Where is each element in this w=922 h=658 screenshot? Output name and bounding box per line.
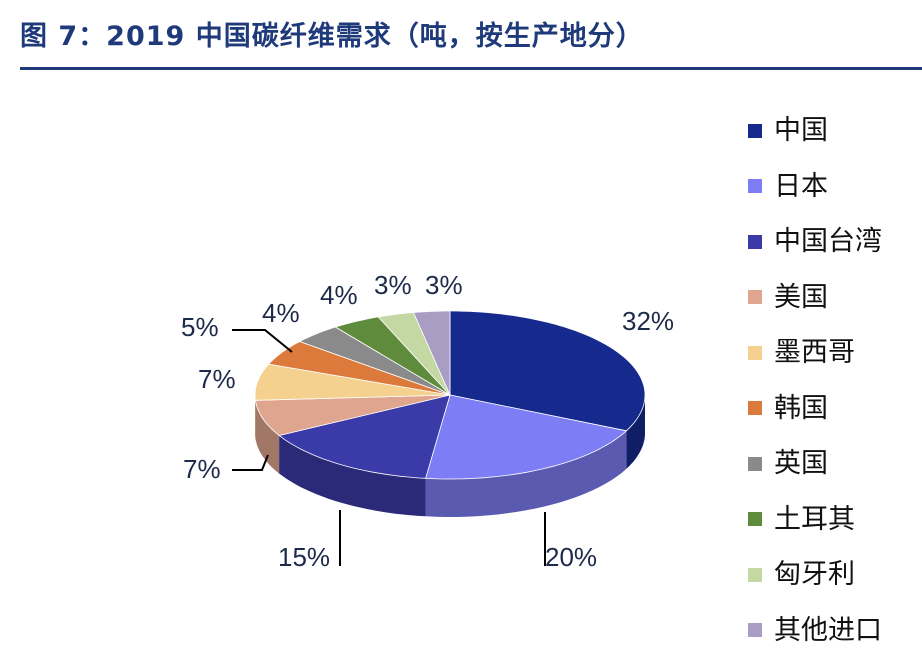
legend-swatch: [748, 623, 762, 637]
leader-line-3: [232, 455, 268, 470]
legend-swatch: [748, 346, 762, 360]
legend-swatch: [748, 179, 762, 193]
legend-label: 墨西哥: [774, 339, 855, 366]
legend-item: 土耳其: [748, 492, 882, 548]
legend-label: 韩国: [774, 395, 828, 422]
pie-top: [255, 311, 645, 479]
legend-item: 英国: [748, 436, 882, 492]
legend-item: 韩国: [748, 381, 882, 437]
pct-label-6: 4%: [262, 298, 300, 328]
legend-swatch: [748, 235, 762, 249]
pct-label-7: 4%: [320, 280, 358, 310]
pct-label-5: 5%: [181, 312, 219, 342]
pct-label-4: 7%: [198, 364, 236, 394]
leader-line-5: [232, 330, 292, 352]
legend-label: 其他进口: [774, 617, 882, 644]
legend-swatch: [748, 457, 762, 471]
legend-item: 中国: [748, 103, 882, 159]
legend-swatch: [748, 401, 762, 415]
legend-label: 日本: [774, 173, 828, 200]
legend-item: 匈牙利: [748, 547, 882, 603]
legend-item: 墨西哥: [748, 325, 882, 381]
legend-item: 其他进口: [748, 603, 882, 658]
legend-item: 日本: [748, 159, 882, 215]
legend: 中国日本中国台湾美国墨西哥韩国英国土耳其匈牙利其他进口: [748, 103, 882, 658]
pct-label-9: 3%: [425, 270, 463, 300]
pct-label-0: 32%: [622, 306, 674, 336]
legend-label: 中国: [774, 117, 828, 144]
legend-label: 土耳其: [774, 506, 855, 533]
legend-label: 匈牙利: [774, 561, 855, 588]
legend-label: 中国台湾: [774, 228, 882, 255]
legend-label: 美国: [774, 284, 828, 311]
pct-label-3: 7%: [183, 454, 221, 484]
legend-item: 中国台湾: [748, 214, 882, 270]
legend-swatch: [748, 568, 762, 582]
pct-label-2: 15%: [278, 542, 330, 572]
pct-label-1: 20%: [545, 542, 597, 572]
legend-label: 英国: [774, 450, 828, 477]
legend-swatch: [748, 290, 762, 304]
legend-item: 美国: [748, 270, 882, 326]
legend-swatch: [748, 124, 762, 138]
pct-label-8: 3%: [374, 270, 412, 300]
legend-swatch: [748, 512, 762, 526]
